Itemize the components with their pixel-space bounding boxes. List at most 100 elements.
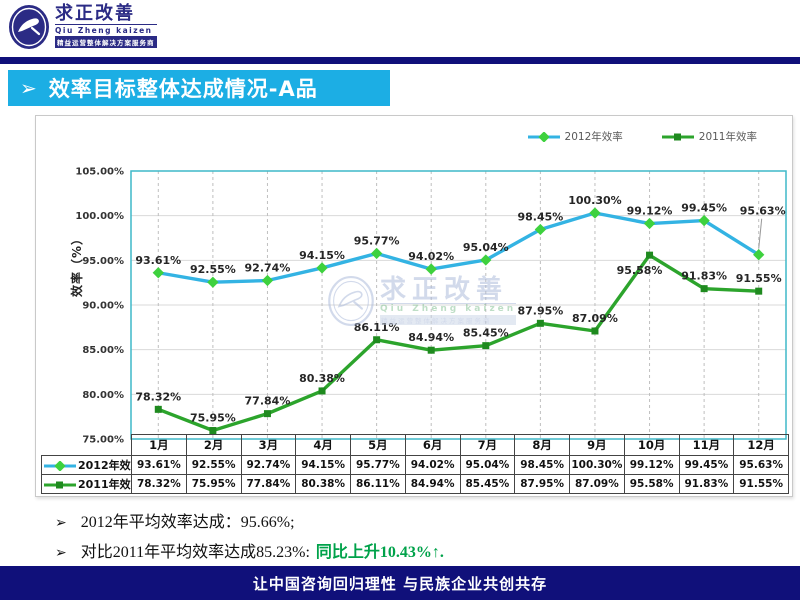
- bullet-2012-average: ➢ 2012年平均效率达成：95.66%;: [55, 508, 755, 532]
- slide-title-bar: ➢ 效率目标整体达成情况-A品: [8, 70, 390, 106]
- y-tick-label: 95.00%: [82, 256, 124, 267]
- data-label: 98.45%: [517, 211, 563, 224]
- month-header-cell: 5月: [350, 434, 406, 456]
- data-label: 95.58%: [617, 264, 663, 277]
- y-tick-label: 100.00%: [75, 211, 124, 222]
- value-cell: 95.63%: [733, 455, 789, 475]
- data-label: 99.45%: [681, 202, 727, 215]
- value-cell: 87.09%: [569, 474, 625, 494]
- data-label: 84.94%: [408, 331, 454, 344]
- value-cell: 85.45%: [459, 474, 516, 494]
- data-label: 95.77%: [354, 234, 400, 247]
- data-label: 87.09%: [572, 312, 618, 325]
- y-tick-label: 80.00%: [82, 390, 124, 401]
- legend-item: 2012年效率: [527, 129, 623, 144]
- bullet-text: 对比2011年平均效率达成85.23%:: [80, 544, 310, 561]
- value-cell: 80.38%: [295, 474, 351, 494]
- chart-legend: 2012年效率 2011年效率: [527, 129, 757, 144]
- value-cell: 98.45%: [514, 455, 570, 475]
- month-header-cell: 2月: [185, 434, 242, 456]
- value-cell: 95.58%: [623, 474, 680, 494]
- month-header-cell: 1月: [131, 434, 187, 456]
- data-label: 100.30%: [568, 194, 621, 207]
- data-label: 99.12%: [627, 205, 673, 218]
- legend-swatch-icon: [44, 461, 76, 471]
- data-label: 78.32%: [135, 390, 181, 403]
- month-header-cell: 12月: [733, 434, 789, 456]
- title-arrow-icon: ➢: [20, 76, 37, 100]
- line-chart: 75.00% 80.00% 85.00% 90.00% 95.00% 100.00% 105…: [75, 167, 787, 446]
- value-cell: 91.55%: [733, 474, 789, 494]
- series-name-cell: 2012年效率: [41, 455, 132, 475]
- data-label: 95.04%: [463, 241, 509, 254]
- legend-label: 2011年效率: [698, 131, 757, 143]
- data-label: 87.95%: [517, 304, 563, 317]
- value-cell: 78.32%: [131, 474, 187, 494]
- value-cell: 75.95%: [185, 474, 242, 494]
- data-label: 77.84%: [245, 395, 291, 408]
- y-tick-label: 75.00%: [82, 435, 124, 446]
- legend-swatch-icon: [527, 131, 560, 142]
- data-label: 94.02%: [408, 250, 454, 263]
- bullet-arrow-icon: ➢: [55, 515, 67, 531]
- value-cell: 93.61%: [131, 455, 187, 475]
- data-label: 80.38%: [299, 372, 345, 385]
- bullet-2011-comparison: ➢ 对比2011年平均效率达成85.23%: 同比上升10.43%↑.: [55, 538, 755, 562]
- brand-title: 求正改善: [55, 3, 135, 24]
- value-cell: 92.55%: [185, 455, 242, 475]
- y-tick-label: 105.00%: [75, 167, 124, 178]
- value-cell: 99.45%: [678, 455, 735, 475]
- legend-swatch-icon: [661, 133, 694, 140]
- company-logo: 求正改善 Qiu Zheng kaizen 精益运营整体解决方案服务商: [8, 4, 157, 50]
- value-cell: 77.84%: [240, 474, 297, 494]
- data-label: 86.11%: [354, 321, 400, 334]
- month-header-cell: 7月: [459, 434, 516, 456]
- value-cell: 94.15%: [295, 455, 351, 475]
- data-label: 85.45%: [463, 327, 509, 340]
- value-cell: 86.11%: [350, 474, 406, 494]
- data-label: 75.95%: [190, 412, 236, 425]
- y-tick-label: 85.00%: [82, 345, 124, 356]
- month-header-cell: 8月: [514, 434, 570, 456]
- header-divider-bar: [0, 57, 800, 64]
- summary-bullets: ➢ 2012年平均效率达成：95.66%; ➢ 对比2011年平均效率达成85.…: [55, 508, 755, 568]
- legend-swatch-icon: [44, 481, 76, 489]
- table-header-row: 1月 2月 3月 4月 5月 6月 7月 8月 9月 10月 11月 12月: [42, 434, 789, 456]
- value-cell: 95.77%: [350, 455, 406, 475]
- data-label: 92.55%: [190, 263, 236, 276]
- brand-tagline: 精益运营整体解决方案服务商: [55, 36, 157, 48]
- data-label: 91.55%: [736, 272, 782, 285]
- data-label: 94.15%: [299, 249, 345, 262]
- chart-panel: 75.00% 80.00% 85.00% 90.00% 95.00% 100.00% 105…: [35, 115, 793, 497]
- month-header-cell: 3月: [240, 434, 297, 456]
- value-cell: 84.94%: [404, 474, 461, 494]
- data-label: 95.63%: [740, 205, 786, 218]
- legend-label: 2012年效率: [564, 131, 623, 143]
- month-header-cell: 11月: [678, 434, 735, 456]
- y-axis-title: 效率（%）: [70, 231, 85, 298]
- legend-item: 2011年效率: [661, 129, 757, 144]
- logo-emblem-icon: [9, 5, 49, 49]
- month-header-cell: 4月: [295, 434, 351, 456]
- page-title: 效率目标整体达成情况-A品: [48, 77, 318, 101]
- y-tick-label: 90.00%: [82, 301, 124, 312]
- bullet-arrow-icon: ➢: [55, 545, 67, 561]
- month-header-cell: 10月: [623, 434, 680, 456]
- data-label: 91.83%: [681, 270, 727, 283]
- month-header-cell: 9月: [569, 434, 625, 456]
- value-cell: 94.02%: [404, 455, 461, 475]
- slide-header: 求正改善 Qiu Zheng kaizen 精益运营整体解决方案服务商: [0, 0, 800, 57]
- slide-footer-bar: 让中国咨询回归理性 与民族企业共创共存: [0, 566, 800, 600]
- table-corner-cell: [42, 435, 132, 456]
- value-cell: 95.04%: [459, 455, 516, 475]
- bullet-text: 2012年平均效率达成：95.66%;: [80, 514, 295, 531]
- table-row: 2011年效率78.32%75.95%77.84%80.38%86.11%84.…: [41, 474, 789, 494]
- series-name-cell: 2011年效率: [41, 474, 132, 494]
- month-header-cell: 6月: [404, 434, 461, 456]
- data-label: 92.74%: [245, 262, 291, 275]
- value-cell: 87.95%: [514, 474, 570, 494]
- table-row: 2012年效率93.61%92.55%92.74%94.15%95.77%94.…: [41, 455, 789, 475]
- bullet-highlight: 同比上升10.43%↑.: [315, 544, 444, 561]
- value-cell: 99.12%: [623, 455, 680, 475]
